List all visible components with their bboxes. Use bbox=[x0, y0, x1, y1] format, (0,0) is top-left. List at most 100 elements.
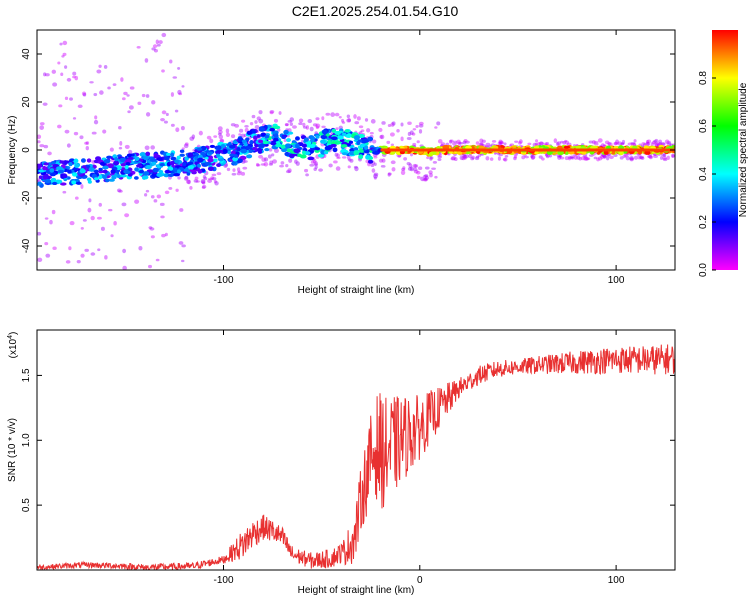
spectrogram-noise-point bbox=[498, 140, 504, 144]
spectrogram-noise-point bbox=[418, 121, 424, 126]
spectrogram-noise-point bbox=[559, 154, 563, 158]
spectrogram-y-axis-label: Frequency (Hz) bbox=[7, 116, 18, 185]
spectrogram-band-point bbox=[236, 146, 241, 152]
spectrogram-noise-point bbox=[84, 248, 89, 252]
spectrogram-band-point bbox=[95, 156, 102, 161]
spectrogram-noise-point bbox=[49, 219, 53, 225]
spectrogram-band-point bbox=[256, 134, 261, 138]
spectrogram-noise-point bbox=[39, 125, 45, 130]
spectrogram-noise-point bbox=[545, 155, 550, 159]
spectrogram-noise-point bbox=[93, 119, 99, 125]
spectrogram-noise-point bbox=[206, 135, 212, 140]
spectrogram-band-point bbox=[179, 149, 185, 153]
spectrogram-noise-point bbox=[459, 141, 464, 145]
spectrogram-band-point bbox=[257, 139, 264, 144]
spectrogram-noise-point bbox=[437, 139, 443, 144]
spectrogram-noise-point bbox=[474, 156, 480, 161]
spectrogram-noise-point bbox=[608, 142, 613, 147]
spectrogram-band-point bbox=[67, 169, 72, 174]
spectrogram-band-point bbox=[98, 167, 103, 172]
spectrogram-noise-point bbox=[150, 235, 155, 239]
spectrogram-noise-point bbox=[52, 246, 57, 251]
spectrogram-noise-point bbox=[283, 138, 288, 143]
spectrogram-noise-point bbox=[548, 154, 553, 158]
spectrogram-band-point bbox=[44, 178, 52, 184]
spectrogram-noise-point bbox=[201, 181, 206, 185]
spectrogram-noise-point bbox=[37, 231, 42, 236]
spectrogram-noise-point bbox=[97, 248, 101, 252]
spectrogram-band-point bbox=[101, 174, 108, 179]
spectrogram-noise-point bbox=[80, 226, 84, 230]
spectrogram-noise-point bbox=[409, 130, 414, 136]
spectrogram-noise-point bbox=[118, 189, 123, 193]
spectrogram-noise-point bbox=[318, 168, 324, 172]
spectrogram-noise-point bbox=[583, 156, 589, 161]
spectrogram-noise-point bbox=[236, 172, 242, 176]
spectrogram-band-point bbox=[281, 135, 286, 139]
spectrogram-noise-point bbox=[459, 155, 465, 161]
snr-x-tick-label: -100 bbox=[213, 575, 233, 586]
spectrogram-noise-point bbox=[62, 298, 66, 301]
spectrogram-band-point bbox=[534, 145, 540, 150]
spectrogram-y-tick-label: 40 bbox=[21, 48, 32, 60]
spectrogram-noise-point bbox=[178, 241, 184, 245]
spectrogram-noise-point bbox=[630, 141, 635, 145]
spectrogram-noise-point bbox=[74, 75, 79, 81]
spectrogram-noise-point bbox=[654, 138, 659, 144]
spectrogram-band-point bbox=[87, 180, 92, 184]
spectrogram-noise-point bbox=[91, 131, 97, 135]
spectrogram-noise-point bbox=[411, 132, 416, 136]
spectrogram-noise-point bbox=[169, 59, 173, 64]
spectrogram-noise-point bbox=[622, 154, 627, 158]
spectrogram-noise-point bbox=[80, 253, 85, 258]
spectrogram-noise-point bbox=[45, 253, 51, 258]
spectrogram-noise-point bbox=[406, 161, 411, 166]
spectrogram-noise-point bbox=[153, 286, 158, 290]
spectrogram-noise-point bbox=[584, 157, 590, 161]
spectrogram-noise-point bbox=[315, 117, 320, 121]
spectrogram-band-point bbox=[42, 165, 47, 171]
spectrogram-band-point bbox=[113, 160, 120, 166]
spectrogram-noise-point bbox=[284, 122, 289, 127]
spectrogram-band-point bbox=[43, 162, 49, 166]
spectrogram-band-point bbox=[428, 151, 434, 157]
spectrogram-noise-point bbox=[174, 109, 179, 113]
snr-series-line bbox=[37, 344, 675, 570]
spectrogram-noise-point bbox=[370, 164, 375, 168]
spectrogram-noise-point bbox=[294, 159, 298, 164]
spectrogram-noise-point bbox=[165, 112, 169, 117]
spectrogram-noise-point bbox=[312, 123, 318, 127]
spectrogram-noise-point bbox=[118, 126, 122, 130]
spectrogram-noise-point bbox=[426, 156, 430, 160]
spectrogram-noise-point bbox=[218, 129, 223, 134]
colorbar-tick-label: 0.2 bbox=[698, 215, 709, 229]
spectrogram-noise-point bbox=[183, 176, 189, 181]
spectrogram-band-point bbox=[114, 157, 119, 162]
spectrogram-noise-point bbox=[194, 176, 199, 180]
spectrogram-noise-point bbox=[268, 163, 274, 166]
spectrogram-band-point bbox=[249, 139, 254, 145]
spectrogram-noise-point bbox=[619, 156, 624, 160]
spectrogram-band-point bbox=[197, 169, 203, 174]
spectrogram-noise-point bbox=[251, 114, 256, 119]
spectrogram-noise-point bbox=[314, 165, 318, 169]
spectrogram-band-point bbox=[644, 150, 651, 155]
spectrogram-noise-point bbox=[415, 125, 419, 128]
spectrogram-band-point bbox=[364, 145, 369, 150]
spectrogram-band-point bbox=[80, 158, 86, 163]
spectrogram-noise-point bbox=[313, 159, 317, 164]
spectrogram-noise-point bbox=[158, 40, 163, 45]
spectrogram-noise-point bbox=[585, 157, 591, 161]
spectrogram-band-point bbox=[103, 159, 111, 164]
spectrogram-noise-point bbox=[559, 156, 565, 160]
spectrogram-noise-point bbox=[485, 142, 491, 147]
spectrogram-noise-point bbox=[62, 190, 67, 194]
spectrogram-noise-point bbox=[258, 118, 264, 124]
spectrogram-noise-point bbox=[61, 55, 65, 58]
spectrogram-noise-point bbox=[66, 77, 72, 82]
spectrogram-band-point bbox=[176, 155, 181, 160]
spectrogram-noise-point bbox=[72, 75, 76, 79]
spectrogram-noise-point bbox=[631, 142, 636, 147]
spectrogram-band-point bbox=[102, 165, 109, 170]
snr-frame bbox=[36, 329, 676, 571]
